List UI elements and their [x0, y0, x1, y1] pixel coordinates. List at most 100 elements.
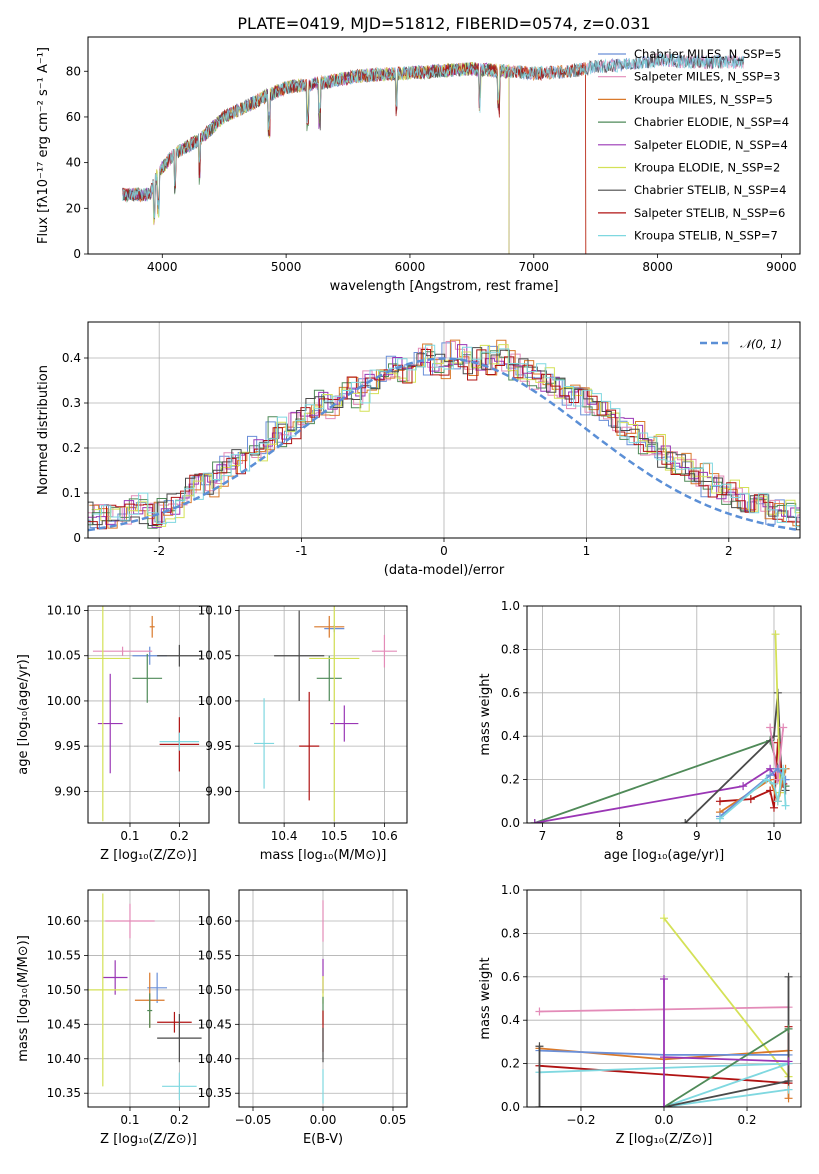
legend-entry: Salpeter MILES, N_SSP=3 [634, 70, 780, 84]
x-tick-label: 0.1 [120, 1113, 139, 1127]
x-tick-label: 2 [725, 544, 733, 558]
weight-point [535, 1007, 544, 1016]
y-tick-label: 60 [66, 110, 81, 124]
age-vs-mass-panel: 10.4 10.5 10.6 9.90 9.95 10.00 10.05 10.10 mass … [198, 604, 408, 863]
x-tick-label: 0.2 [737, 1113, 756, 1127]
y-tick-label: 9.90 [205, 784, 232, 798]
y-tick-label: 10.05 [198, 649, 232, 663]
x-tick-label: 10.4 [271, 829, 298, 843]
y-axis-label: mass weight [478, 957, 493, 1039]
x-tick-label: −0.05 [235, 1113, 272, 1127]
y-axis-label: Flux [fλ10⁻¹⁷ erg cm⁻² s⁻¹ A⁻¹] [36, 47, 51, 244]
chart-title: PLATE=0419, MJD=51812, FIBERID=0574, z=0… [237, 14, 650, 33]
y-tick-label: 9.95 [54, 739, 81, 753]
plot-area [530, 630, 790, 823]
weight-point [660, 974, 668, 983]
x-tick-label: 0 [440, 544, 448, 558]
residual-histogram-panel: -2 -1 0 1 2 0 0.1 0.2 0.3 0.4 (data-model)/error No… [36, 321, 801, 578]
y-tick-label: 10.60 [47, 914, 81, 928]
y-tick-label: 0 [73, 531, 81, 545]
y-tick-label: 10.00 [198, 694, 232, 708]
weight-point [769, 779, 778, 788]
plot-area [88, 339, 800, 532]
weight-point [766, 771, 775, 780]
y-tick-label: 0.2 [501, 773, 520, 787]
weight-point [779, 764, 788, 773]
weight-point [784, 1085, 793, 1094]
y-tick-label: 0.0 [501, 1100, 520, 1114]
x-tick-label: 0.00 [310, 1113, 337, 1127]
weight-point [771, 630, 780, 639]
x-tick-label: 0.1 [120, 829, 139, 843]
plot-frame [87, 321, 801, 539]
weight-point [784, 972, 793, 981]
weight-series [663, 917, 790, 1078]
y-tick-label: 0.8 [501, 642, 520, 656]
y-tick-label: 10.55 [47, 948, 81, 962]
legend-entry: Kroupa STELIB, N_SSP=7 [634, 229, 778, 243]
plot-frame [526, 605, 802, 824]
spectrum-series [149, 61, 510, 254]
y-tick-label: 10.50 [198, 983, 232, 997]
x-tick-label: 10 [766, 829, 781, 843]
plot-area [535, 914, 793, 1107]
y-tick-label: 10.40 [47, 1052, 81, 1066]
weight-point [766, 786, 775, 795]
x-tick-label: 0.2 [170, 829, 189, 843]
weight-series [534, 739, 787, 823]
x-axis-label: E(B-V) [303, 1132, 343, 1147]
weight-series [663, 979, 789, 1107]
legend-entry: Kroupa ELODIE, N_SSP=2 [634, 161, 780, 175]
x-tick-label: 4000 [147, 260, 178, 274]
y-tick-label: 0.2 [62, 441, 81, 455]
weight-point [715, 814, 724, 823]
x-tick-label: 0.05 [380, 1113, 407, 1127]
y-tick-label: 10.45 [198, 1017, 232, 1031]
spectrum-series [122, 62, 587, 254]
x-tick-label: 8 [616, 829, 624, 843]
spectrum-panel: 4000 5000 6000 7000 8000 9000 0 20 40 60 80 wavelen… [36, 14, 801, 294]
weight-point [766, 723, 775, 732]
y-tick-label: 0.0 [501, 816, 520, 830]
x-axis-label: age [log₁₀(age/yr)] [604, 848, 725, 863]
mass-vs-metallicity-panel: 0.1 0.2 10.35 10.40 10.45 10.50 10.55 10.60 Z [l… [16, 889, 210, 1147]
y-tick-label: 0.3 [62, 396, 81, 410]
y-tick-label: 10.35 [198, 1086, 232, 1100]
weight-point [784, 1094, 793, 1103]
weight-point [773, 797, 782, 806]
y-tick-label: 9.95 [205, 739, 232, 753]
weight-point [784, 1024, 793, 1033]
legend-entry: 𝒩(0, 1) [740, 337, 782, 351]
x-tick-label: 7000 [519, 260, 550, 274]
x-tick-label: -1 [296, 544, 308, 558]
y-tick-label: 10.45 [47, 1017, 81, 1031]
y-tick-label: 10.05 [47, 649, 81, 663]
spectrum-series [122, 62, 587, 254]
weight-series [663, 1028, 789, 1107]
weight-point [535, 1103, 544, 1107]
y-tick-label: 10.35 [47, 1086, 81, 1100]
plot-frame [238, 605, 408, 824]
x-tick-label: 8000 [642, 260, 673, 274]
spectrum-series [122, 62, 510, 254]
weight-point [781, 775, 790, 784]
x-tick-label: 0.0 [654, 1113, 673, 1127]
plot-area [122, 53, 745, 254]
legend-entry: Chabrier ELODIE, N_SSP=4 [634, 115, 789, 129]
x-axis-label: Z [log₁₀(Z/Z⊙)] [100, 1132, 197, 1147]
x-axis-label: Z [log₁₀(Z/Z⊙)] [100, 848, 197, 863]
y-tick-label: 10.60 [198, 914, 232, 928]
y-tick-label: 10.00 [47, 694, 81, 708]
y-tick-label: 1.0 [501, 599, 520, 613]
legend-entry: Kroupa MILES, N_SSP=5 [634, 92, 773, 106]
weight-series [538, 976, 790, 1107]
y-tick-label: 10.50 [47, 983, 81, 997]
y-axis-label: mass weight [478, 673, 493, 755]
histogram-series [92, 344, 800, 528]
x-axis-label: wavelength [Angstrom, rest frame] [330, 279, 559, 294]
x-tick-label: 9000 [766, 260, 797, 274]
y-tick-label: 10.10 [47, 604, 81, 618]
weight-point [779, 723, 788, 732]
plot-area [254, 606, 397, 822]
